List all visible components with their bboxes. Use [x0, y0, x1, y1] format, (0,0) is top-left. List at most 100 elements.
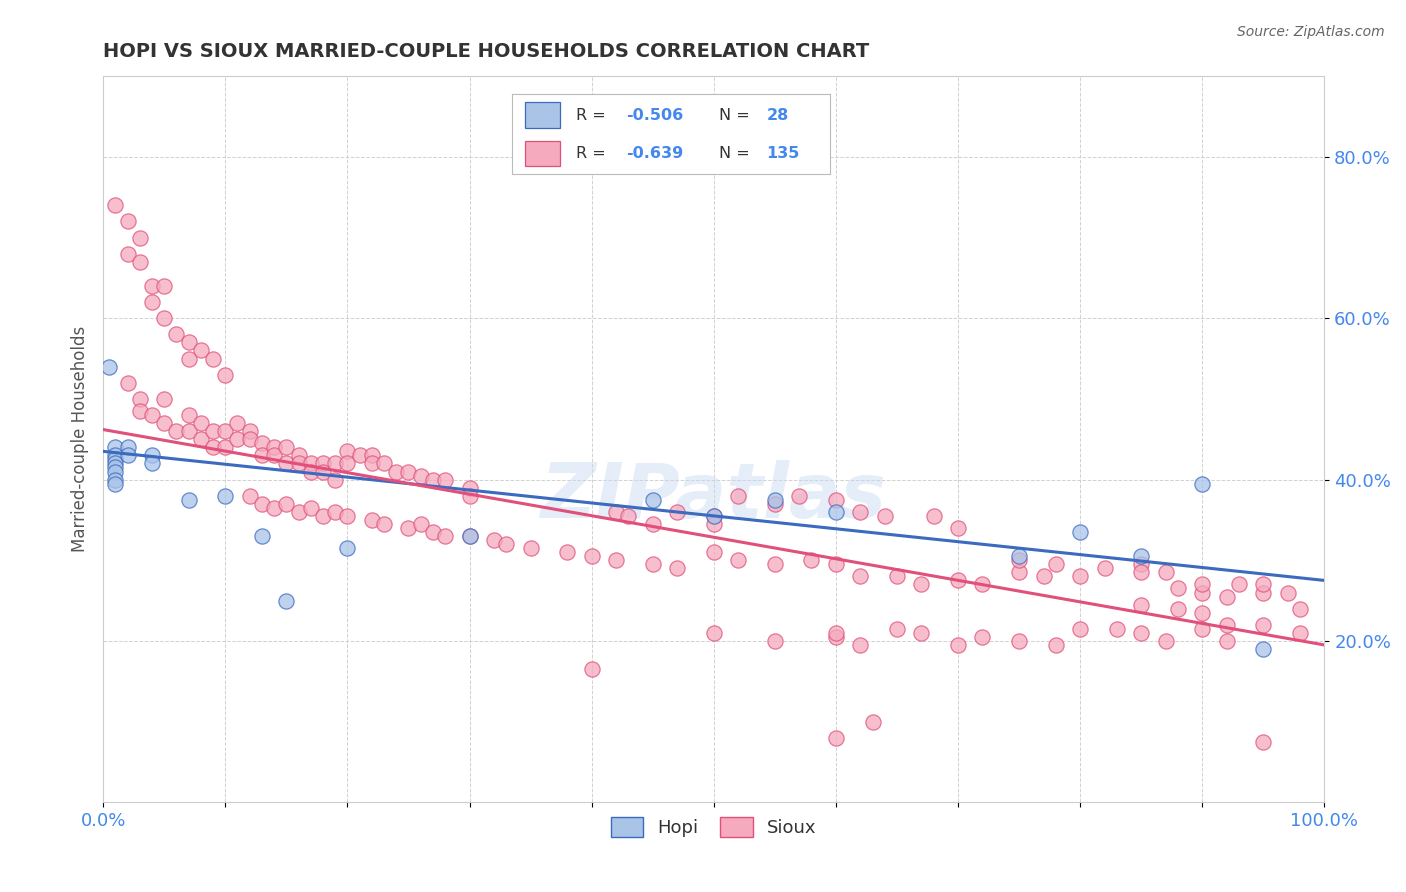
Point	[263, 440, 285, 454]
Point	[422, 524, 444, 539]
Point	[373, 516, 395, 531]
Point	[141, 457, 163, 471]
Point	[605, 505, 627, 519]
Point	[349, 449, 371, 463]
Point	[141, 295, 163, 310]
Point	[299, 500, 322, 515]
Point	[763, 634, 786, 648]
Point	[276, 440, 298, 454]
Point	[336, 457, 359, 471]
Point	[239, 424, 262, 438]
Point	[287, 457, 309, 471]
Point	[581, 549, 603, 564]
Point	[263, 500, 285, 515]
Point	[226, 416, 249, 430]
Point	[862, 714, 884, 729]
Point	[117, 246, 139, 260]
Point	[800, 553, 823, 567]
Point	[703, 508, 725, 523]
Point	[128, 404, 150, 418]
Point	[434, 529, 457, 543]
Point	[434, 473, 457, 487]
Point	[336, 444, 359, 458]
Point	[323, 505, 346, 519]
Point	[1032, 569, 1054, 583]
Point	[1167, 601, 1189, 615]
Point	[825, 625, 848, 640]
Point	[398, 465, 420, 479]
Point	[1215, 617, 1237, 632]
Point	[1130, 625, 1153, 640]
Point	[703, 508, 725, 523]
Point	[458, 481, 481, 495]
Point	[703, 545, 725, 559]
Point	[117, 214, 139, 228]
Point	[250, 436, 273, 450]
Point	[703, 516, 725, 531]
Point	[1130, 549, 1153, 564]
Point	[617, 508, 640, 523]
Point	[458, 489, 481, 503]
Point	[1008, 549, 1031, 564]
Y-axis label: Married-couple Households: Married-couple Households	[72, 326, 89, 552]
Point	[214, 368, 236, 382]
Point	[299, 457, 322, 471]
Point	[482, 533, 505, 547]
Point	[605, 553, 627, 567]
Point	[1045, 558, 1067, 572]
Legend: Hopi, Sioux: Hopi, Sioux	[603, 810, 824, 844]
Point	[519, 541, 541, 556]
Point	[104, 460, 127, 475]
Point	[946, 638, 969, 652]
Point	[276, 593, 298, 607]
Point	[946, 574, 969, 588]
Point	[458, 529, 481, 543]
Point	[910, 577, 932, 591]
Point	[287, 449, 309, 463]
Point	[1227, 577, 1250, 591]
Point	[1253, 585, 1275, 599]
Point	[922, 508, 945, 523]
Point	[165, 327, 187, 342]
Point	[398, 521, 420, 535]
Point	[104, 198, 127, 212]
Point	[190, 416, 212, 430]
Point	[1289, 601, 1312, 615]
Point	[117, 440, 139, 454]
Point	[787, 489, 810, 503]
Point	[98, 359, 121, 374]
Point	[177, 408, 200, 422]
Point	[312, 465, 335, 479]
Point	[276, 497, 298, 511]
Point	[104, 473, 127, 487]
Point	[1253, 577, 1275, 591]
Point	[239, 489, 262, 503]
Point	[153, 416, 176, 430]
Point	[1008, 566, 1031, 580]
Point	[972, 577, 994, 591]
Point	[910, 625, 932, 640]
Point	[458, 529, 481, 543]
Point	[177, 351, 200, 366]
Point	[409, 516, 432, 531]
Point	[323, 457, 346, 471]
Point	[373, 457, 395, 471]
Point	[360, 513, 382, 527]
Point	[825, 558, 848, 572]
Point	[1191, 606, 1213, 620]
Point	[666, 561, 689, 575]
Point	[202, 424, 225, 438]
Point	[153, 279, 176, 293]
Point	[214, 489, 236, 503]
Point	[214, 440, 236, 454]
Point	[873, 508, 896, 523]
Point	[153, 311, 176, 326]
Point	[555, 545, 578, 559]
Point	[825, 731, 848, 745]
Point	[323, 473, 346, 487]
Point	[128, 254, 150, 268]
Point	[1130, 566, 1153, 580]
Point	[727, 553, 749, 567]
Point	[1191, 476, 1213, 491]
Point	[141, 408, 163, 422]
